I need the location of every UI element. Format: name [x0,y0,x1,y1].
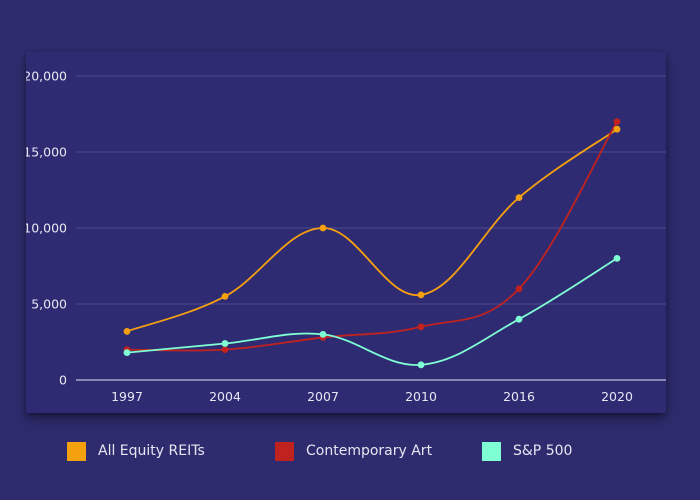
axes: 0 5,000 10,000 15,000 20,000 1997 2004 2007 2010… [26,69,666,404]
x-tick-label-2010: 2010 [405,389,437,404]
data-points [123,118,621,369]
y-tick-label-10000: 10,000 [26,221,67,236]
data-point-reits-2020 [613,125,621,133]
x-tick-label-2016: 2016 [503,389,535,404]
x-tick-label-2004: 2004 [209,389,241,404]
data-point-reits-2016 [515,194,523,202]
data-point-sp500-2004 [221,340,229,347]
legend-item-sp500[interactable]: S&P 500 [482,436,572,466]
legend: All Equity REITs Contemporary Art S&P 50… [0,436,700,466]
series-lines [126,121,618,366]
x-tick-label-1997: 1997 [111,389,143,404]
x-tick-label-2007: 2007 [307,389,339,404]
data-point-sp500-1997 [123,349,131,357]
legend-item-reits[interactable]: All Equity REITs [67,436,205,466]
data-point-contemporary-art-2004 [221,346,229,353]
y-tick-label-0: 0 [59,373,67,388]
legend-label-sp500: S&P 500 [513,443,573,459]
data-point-sp500-2010 [417,361,425,369]
plot-panel: 0 5,000 10,000 15,000 20,000 1997 2004 2007 2010… [26,52,666,413]
legend-item-contemporary-art[interactable]: Contemporary Art [275,436,432,466]
y-tick-label-15000: 15,000 [26,145,67,160]
data-point-reits-2007 [319,224,327,232]
data-point-contemporary-art-2010 [417,323,425,331]
y-tick-label-20000: 20,000 [26,69,67,84]
data-point-contemporary-art-2020 [613,118,621,125]
gridlines [76,75,666,305]
data-point-sp500-2016 [515,315,523,323]
y-tick-label-5000: 5,000 [31,297,67,312]
data-point-reits-1997 [123,327,131,335]
legend-label-reits: All Equity REITs [98,443,205,459]
data-point-sp500-2020 [613,255,621,262]
legend-swatch-reits [67,441,86,461]
legend-swatch-sp500 [482,441,501,461]
legend-label-contemporary-art: Contemporary Art [306,443,433,459]
x-tick-label-2020: 2020 [601,389,633,404]
data-point-reits-2010 [417,291,425,299]
data-point-sp500-2007 [319,331,327,338]
legend-swatch-contemporary-art [275,441,294,461]
series-line-sp500 [126,257,618,366]
series-line-reits [126,128,618,333]
data-point-contemporary-art-2016 [515,285,523,293]
data-point-reits-2004 [221,293,229,300]
line-chart: 0 5,000 10,000 15,000 20,000 1997 2004 2007 2010… [26,69,666,404]
series-line-contemporary-art [126,121,618,352]
